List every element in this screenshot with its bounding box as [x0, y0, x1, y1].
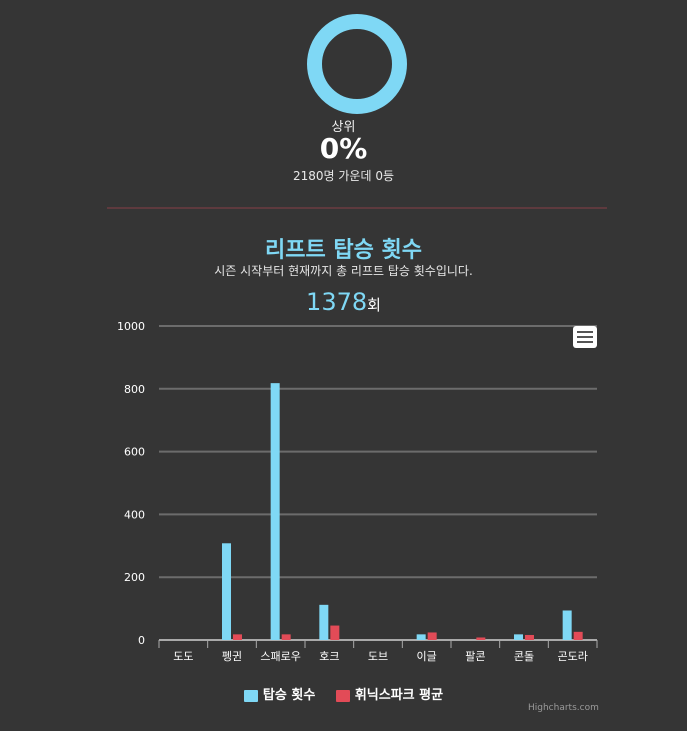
total-unit: 회 [367, 296, 381, 314]
total-value: 1378 [306, 288, 368, 316]
total-count: 1378회 [0, 288, 687, 316]
bar-series-2 [330, 625, 340, 640]
legend-swatch-series-2 [335, 689, 350, 702]
y-tick-label: 200 [124, 571, 145, 584]
section-divider [107, 207, 607, 209]
rank-label: 상위 [331, 120, 356, 135]
x-tick-label: 곤도라 [557, 650, 587, 663]
x-tick-label: 호크 [319, 650, 339, 663]
rank-percent: 0% [319, 132, 368, 165]
bar-series-1 [270, 383, 280, 640]
x-tick-label: 도브 [368, 650, 388, 663]
bar-series-1 [514, 634, 523, 640]
legend-label-series-2: 휘닉스파크 평균 [354, 688, 444, 703]
x-tick-label: 콘돌 [514, 650, 534, 663]
x-tick-label: 이글 [417, 650, 437, 663]
legend-label-series-1: 탑승 횟수 [262, 688, 316, 703]
bar-series-2 [281, 634, 291, 640]
bar-series-2 [476, 637, 486, 640]
bar-series-1 [562, 610, 572, 640]
x-tick-label: 펭귄 [222, 650, 242, 663]
bar-series-2 [427, 632, 437, 640]
bar-series-1 [222, 543, 231, 640]
chart-legend: 탑승 횟수 휘닉스파크 평균 [0, 684, 687, 703]
legend-item-series-1[interactable]: 탑승 횟수 [243, 684, 316, 703]
y-tick-label: 1000 [117, 320, 145, 333]
rank-subtext: 2180명 가운데 0등 [292, 169, 394, 183]
y-tick-label: 0 [138, 634, 145, 647]
section-description: 시즌 시작부터 현재까지 총 리프트 탑승 횟수입니다. [214, 264, 473, 278]
chart-credits[interactable]: Highcharts.com [528, 703, 599, 713]
bar-series-2 [233, 634, 242, 640]
bar-series-2 [573, 631, 583, 640]
legend-swatch-series-1 [243, 689, 258, 702]
legend-item-series-2[interactable]: 휘닉스파크 평균 [335, 684, 444, 703]
y-tick-label: 600 [124, 446, 145, 459]
x-tick-label: 스패로우 [260, 650, 300, 663]
x-tick-label: 도도 [173, 650, 193, 663]
hamburger-menu-icon[interactable] [573, 326, 597, 348]
bar-series-1 [319, 604, 329, 640]
bar-series-2 [525, 634, 534, 640]
y-tick-label: 800 [124, 383, 145, 396]
x-tick-label: 팔콘 [465, 650, 485, 663]
y-tick-label: 400 [124, 508, 145, 521]
section-title: 리프트 탑승 횟수 [265, 238, 422, 263]
bar-series-1 [416, 634, 426, 640]
